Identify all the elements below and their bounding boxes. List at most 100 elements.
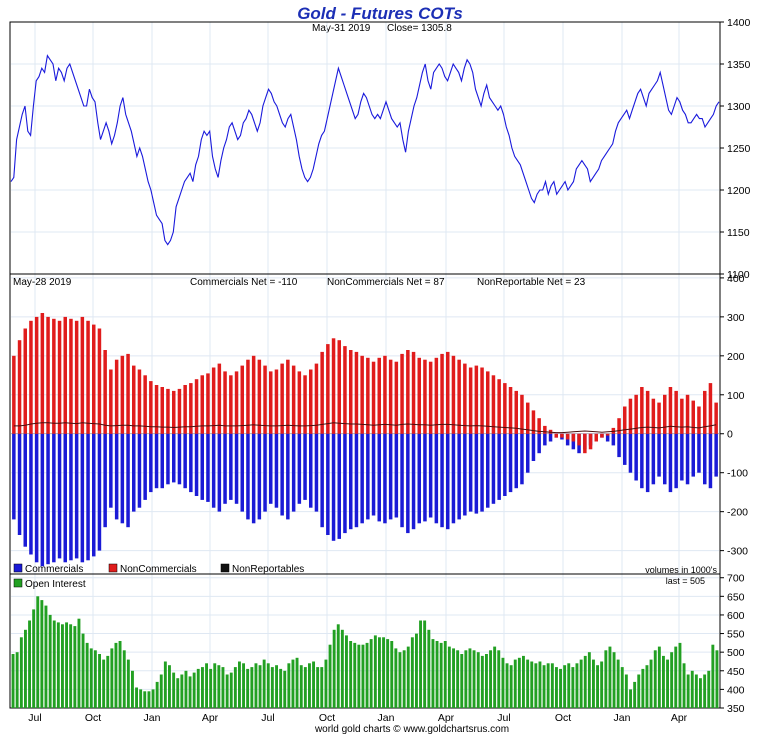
noncommercials-bar (309, 369, 313, 434)
commercials-bar (97, 433, 102, 551)
open-interest-bar (678, 642, 682, 708)
open-interest-bar (312, 661, 315, 708)
commercials-bar (92, 433, 96, 557)
open-interest-bar (604, 650, 608, 708)
x-tick-label: Oct (555, 712, 571, 724)
commercials-bar (543, 433, 547, 446)
open-interest-bar (262, 659, 266, 708)
commercials-bar (154, 433, 159, 489)
noncommercials-bar (211, 367, 216, 434)
commercials-bar (132, 433, 136, 512)
commercials-bar (497, 433, 501, 500)
noncommercials-bar (503, 383, 507, 434)
open-interest-bar (423, 620, 427, 708)
open-interest-bar (542, 665, 546, 708)
noncommercials-bar (183, 385, 187, 434)
open-interest-bar (238, 661, 241, 708)
open-interest-bar (550, 663, 554, 708)
commercials-bar (383, 433, 387, 524)
noncommercials-bar (269, 371, 273, 434)
open-interest-bar (353, 642, 357, 708)
commercials-bar (314, 433, 319, 512)
commercials-bar (400, 433, 404, 528)
open-interest-bar (131, 670, 134, 708)
open-interest-bar (373, 635, 377, 708)
price-date: May-31 2019 (312, 23, 371, 34)
commercials-bar (211, 433, 216, 508)
open-interest-bar (567, 663, 571, 708)
commercials-bar (29, 433, 33, 555)
chart-title: Gold - Futures COTs (297, 4, 463, 23)
commercials-bar (337, 433, 341, 539)
noncommercials-bar (617, 418, 621, 434)
commercials-bar (23, 433, 27, 547)
open-interest-bar (15, 652, 19, 708)
open-interest-bar (390, 641, 394, 708)
open-interest-bar (509, 665, 513, 708)
noncommercials-bar (680, 398, 684, 434)
commercials-bar (63, 433, 67, 563)
commercials-bar (257, 433, 262, 520)
oi-panel-frame (9, 573, 721, 709)
y-tick-label: -100 (727, 468, 748, 480)
y-tick-label: 450 (727, 666, 745, 678)
open-interest-bar (489, 650, 492, 708)
noncommercials-bar (360, 355, 364, 434)
noncommercials-bar (417, 357, 421, 434)
oi-axis: 700 650 600 550 500 450 400 350 (720, 573, 745, 715)
open-interest-bar (703, 674, 707, 708)
noncommercials-bar (486, 371, 490, 434)
commercials-bar (286, 433, 290, 520)
noncommercials-bar (554, 433, 558, 438)
open-interest-bar (365, 642, 369, 708)
open-interest-bar (172, 672, 176, 708)
noncommercials-bar (234, 371, 239, 434)
price-line-group (10, 54, 720, 246)
noncommercials-bar (640, 387, 644, 434)
open-interest-bar (674, 646, 678, 708)
noncommercials-bar (69, 318, 73, 434)
open-interest-bar (666, 659, 669, 708)
commercials-bar (126, 433, 130, 528)
open-interest-bar (229, 672, 233, 708)
open-interest-bar (155, 681, 159, 708)
noncommercials-bar (514, 390, 518, 434)
noncommercials-bar (326, 344, 330, 434)
legend-nonreportables-swatch (220, 563, 230, 573)
open-interest-bar (575, 663, 579, 708)
legend-open-interest: Open Interest (25, 579, 86, 590)
footer-credit: world gold charts © www.goldchartsrus.co… (314, 724, 509, 735)
commercials-bar (137, 433, 142, 508)
commercials-bar (417, 433, 421, 524)
open-interest-bar (690, 670, 694, 708)
open-interest-bar (427, 629, 431, 708)
noncommercials-bar (172, 390, 176, 434)
open-interest-bar (52, 620, 56, 708)
commercials-bar (74, 433, 79, 559)
commercials-bar (406, 433, 410, 534)
open-interest-bar (662, 655, 665, 708)
commercials-bar (508, 433, 513, 493)
oi-last: last = 505 (666, 576, 705, 586)
open-interest-bar (620, 667, 624, 708)
noncommercials-bar (86, 320, 90, 434)
commercials-bar (189, 433, 193, 493)
open-interest-bar (283, 670, 287, 708)
noncommercials-bar (274, 369, 279, 434)
noncommercials-bar (291, 365, 296, 434)
open-interest-bar (480, 655, 484, 708)
noncommercials-bar (166, 388, 170, 434)
noncommercials-bar (560, 433, 564, 438)
noncommercials-bar (63, 316, 67, 434)
commercials-bar (320, 433, 324, 528)
noncommercials-bar (229, 375, 233, 434)
commercials-bar (634, 433, 638, 481)
commercials-bar (200, 433, 204, 500)
x-tick-label: Jan (614, 712, 631, 724)
noncommercials-bar (349, 350, 353, 434)
nonreportables-line (13, 422, 717, 434)
open-interest-bar (406, 646, 410, 708)
commercials-bar (343, 433, 347, 534)
open-interest-bar (686, 674, 690, 708)
noncommercials-bar (463, 363, 467, 434)
